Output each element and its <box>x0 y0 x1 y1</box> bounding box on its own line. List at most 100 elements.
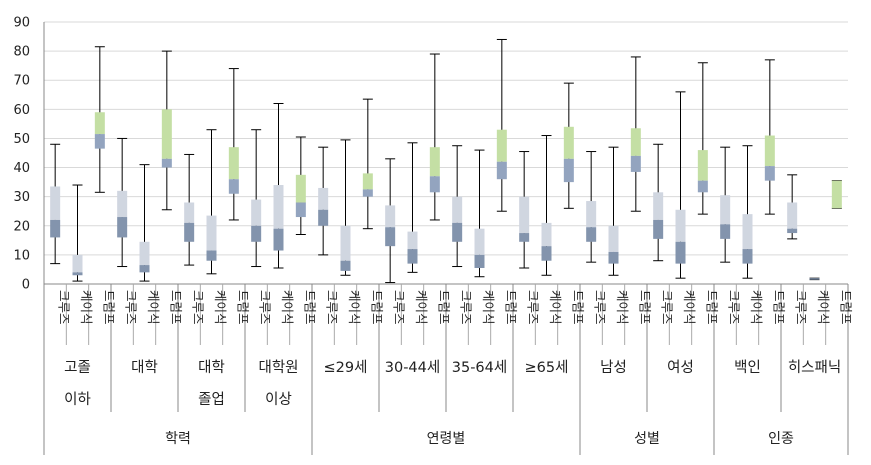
category-label: 고졸 <box>64 360 91 376</box>
candidate-label: 크루즈 <box>124 290 139 325</box>
axes <box>43 22 849 455</box>
box-upper <box>318 187 329 210</box>
box-lower <box>206 250 217 261</box>
candidate-label: 케이식 <box>682 290 697 325</box>
y-tick-label: 20 <box>13 219 30 234</box>
box-lower <box>295 202 306 218</box>
box-upper <box>407 231 418 250</box>
box-lower <box>139 265 150 273</box>
box-upper <box>563 126 574 159</box>
y-tick-label: 40 <box>13 161 30 176</box>
category-label: 대학 <box>198 359 225 376</box>
y-tick-label: 90 <box>13 16 30 31</box>
category-label: 이상 <box>265 391 292 408</box>
box-4-2 <box>362 98 373 230</box>
box-upper <box>228 147 239 180</box>
candidate-label: 크루즈 <box>794 290 809 325</box>
category-label: 대학원 <box>258 359 298 376</box>
box-5-1 <box>407 142 418 273</box>
y-tick-label: 10 <box>13 248 30 263</box>
candidate-label: 트럼프 <box>168 290 183 325</box>
y-tick-label: 80 <box>13 45 30 60</box>
box-10-2 <box>764 59 775 215</box>
box-1-1 <box>139 164 150 282</box>
box-lower <box>94 134 105 149</box>
candidate-label: 트럼프 <box>771 290 786 325</box>
box-lower <box>251 225 262 242</box>
box-8-0 <box>586 151 597 263</box>
box-lower <box>496 161 507 180</box>
box-3-2 <box>295 136 306 236</box>
category-label: 히스패닉 <box>788 359 841 376</box>
box-11-1 <box>809 277 820 281</box>
candidate-label: 케이식 <box>79 290 94 325</box>
box-lower <box>787 228 798 234</box>
box-lower <box>407 249 418 264</box>
box-lower <box>228 179 239 194</box>
box-6-1 <box>474 149 485 278</box>
box-upper <box>787 202 798 229</box>
box-11-2 <box>831 180 842 209</box>
box-lower <box>608 251 619 264</box>
box-upper <box>452 196 463 223</box>
candidate-label: 케이식 <box>816 290 831 325</box>
candidate-label: 크루즈 <box>593 290 608 325</box>
candidate-label: 트럼프 <box>369 290 384 325</box>
box-lower <box>764 166 775 181</box>
candidate-label: 트럼프 <box>235 290 250 325</box>
box-upper <box>94 112 105 135</box>
box-lower <box>50 219 61 238</box>
box-0-1 <box>72 184 83 282</box>
candidate-label: 크루즈 <box>392 290 407 325</box>
box-upper <box>206 215 217 251</box>
boxes <box>50 38 842 284</box>
category-label: 대학 <box>131 359 158 376</box>
y-tick-label: 30 <box>13 190 30 205</box>
box-1-0 <box>117 137 128 268</box>
box-upper <box>429 147 440 177</box>
candidate-label: 트럼프 <box>838 290 853 325</box>
box-4-0 <box>318 146 329 256</box>
box-upper <box>519 196 530 234</box>
box-upper <box>139 241 150 266</box>
candidate-label: 크루즈 <box>258 290 273 325</box>
box-upper <box>117 190 128 218</box>
box-lower <box>72 272 83 276</box>
candidate-label: 트럼프 <box>570 290 585 325</box>
candidate-label: 케이식 <box>749 290 764 325</box>
box-5-2 <box>429 53 440 221</box>
candidate-label: 트럼프 <box>302 290 317 325</box>
box-upper <box>653 192 664 220</box>
box-lower <box>519 233 530 242</box>
box-7-1 <box>541 135 552 276</box>
category-label: 백인 <box>734 359 761 376</box>
box-upper <box>251 199 262 226</box>
box-7-0 <box>519 151 530 269</box>
box-lower <box>452 222 463 242</box>
box-upper <box>385 205 396 228</box>
box-upper <box>697 150 708 181</box>
box-upper <box>586 201 597 228</box>
group-label: 인종 <box>768 431 794 447</box>
box-1-2 <box>161 50 172 211</box>
candidate-label: 케이식 <box>414 290 429 325</box>
candidate-label: 케이식 <box>347 290 362 325</box>
box-lower <box>809 278 820 280</box>
box-11-0 <box>787 174 798 240</box>
y-tick-label: 60 <box>13 103 30 118</box>
box-3-1 <box>273 103 284 269</box>
box-6-0 <box>452 145 463 268</box>
box-upper <box>630 128 641 156</box>
box-lower <box>742 249 753 264</box>
box-8-1 <box>608 146 619 276</box>
y-tick-label: 50 <box>13 132 30 147</box>
box-lower <box>653 219 664 239</box>
group-label: 연령별 <box>427 431 466 447</box>
box-4-1 <box>340 139 351 276</box>
box-9-0 <box>653 143 664 262</box>
category-label: 여성 <box>667 359 694 376</box>
box-2-2 <box>228 68 239 221</box>
category-label: 남성 <box>600 359 627 376</box>
box-upper <box>184 202 195 223</box>
